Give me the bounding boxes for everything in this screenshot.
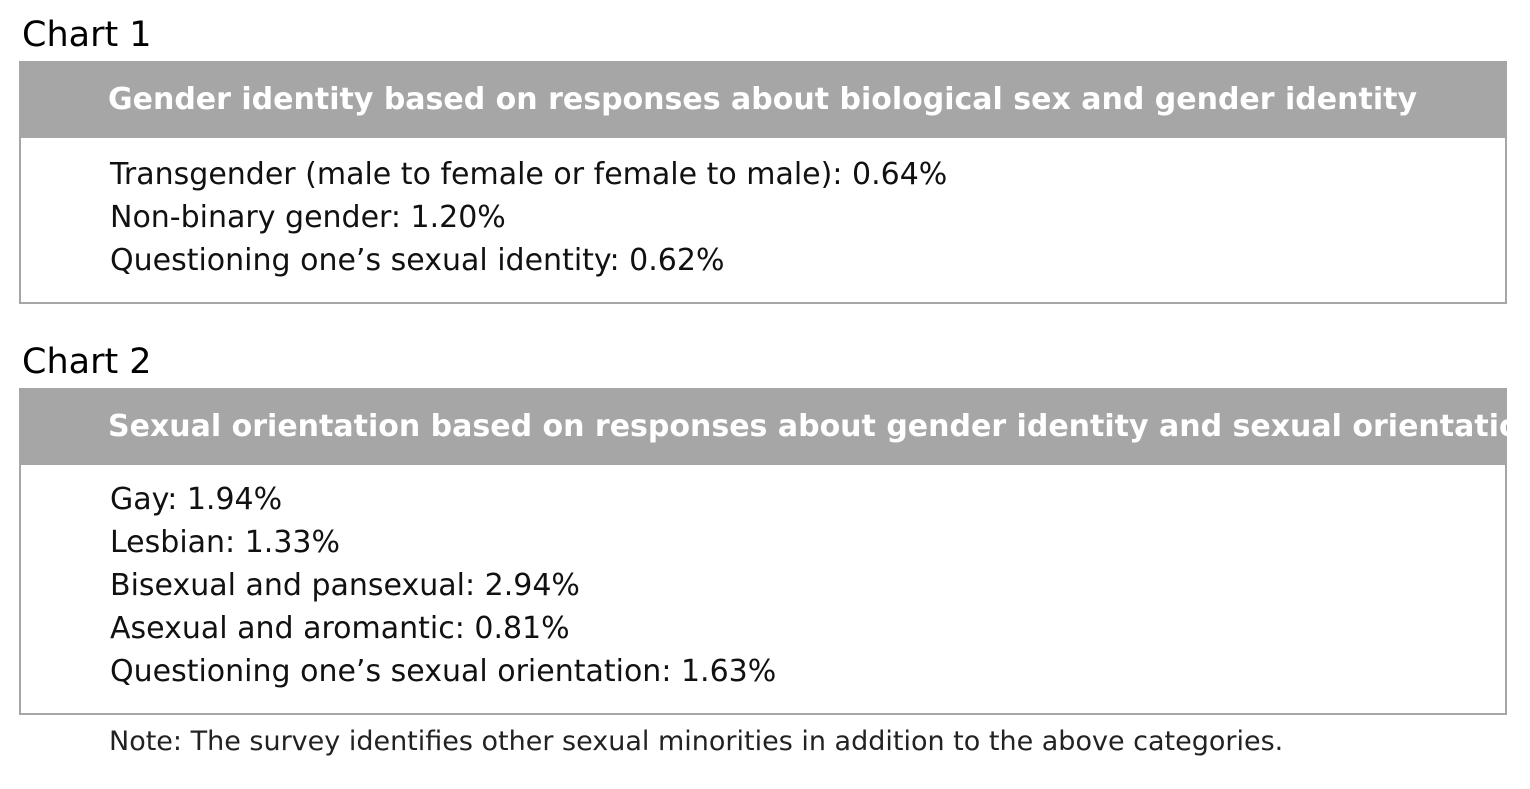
chart-1-label: Chart 1 — [22, 15, 152, 55]
list-item-questioning-orientation: Questioning one’s sexual orientation: 1.… — [110, 654, 777, 689]
chart-2-list: Gay: 1.94% Lesbian: 1.33% Bisexual and p… — [21, 465, 1505, 693]
chart-1-panel: Gender identity based on responses about… — [19, 61, 1507, 304]
chart-1-title: Gender identity based on responses about… — [19, 61, 1507, 138]
chart-2-label: Chart 2 — [22, 342, 152, 382]
chart-2-title: Sexual orientation based on responses ab… — [19, 388, 1530, 465]
list-item-questioning-identity: Questioning one’s sexual identity: 0.62% — [110, 243, 725, 278]
footnote: Note: The survey identifies other sexual… — [109, 726, 1284, 757]
list-item-gay: Gay: 1.94% — [110, 482, 283, 517]
list-item-asexual-aromantic: Asexual and aromantic: 0.81% — [110, 611, 570, 646]
list-item-lesbian: Lesbian: 1.33% — [110, 525, 340, 560]
list-item-non-binary: Non-binary gender: 1.20% — [110, 200, 506, 235]
list-item-bisexual-pansexual: Bisexual and pansexual: 2.94% — [110, 568, 580, 603]
list-item-transgender: Transgender (male to female or female to… — [110, 157, 948, 192]
chart-2-panel: Sexual orientation based on responses ab… — [19, 388, 1530, 715]
chart-1-list: Transgender (male to female or female to… — [21, 138, 1505, 282]
